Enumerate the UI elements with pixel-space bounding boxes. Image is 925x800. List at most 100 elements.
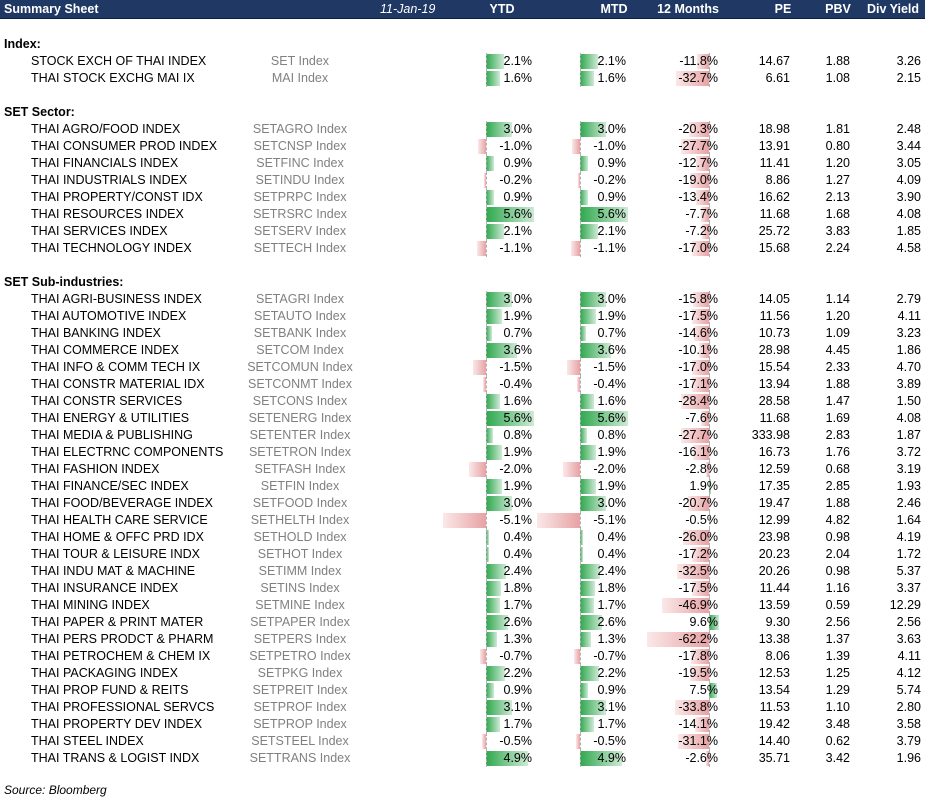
index-name: STOCK EXCH OF THAI INDEX [31,54,207,68]
pbv-value: 4.82 [825,513,850,527]
div-yield-value: 3.23 [896,326,921,340]
index-name: THAI HOME & OFFC PRD IDX [31,530,204,544]
ytd-bar [486,394,500,409]
div-yield-value: 1.85 [896,224,921,238]
ytd-bar [486,581,502,596]
m12-bar [681,428,709,443]
div-yield-value: 3.26 [896,54,921,68]
m12-axis-line [709,172,710,189]
ytd-axis-line [486,393,487,410]
m12-axis-line [709,444,710,461]
mtd-axis-line [580,478,581,495]
mtd-value: 0.4% [597,547,627,561]
ytd-bar [486,428,493,443]
mtd-bar [580,581,596,596]
ytd-axis-line [486,750,487,767]
mtd-axis-line [580,529,581,546]
section-label: Index: [4,37,41,51]
ytd-value: 4.9% [503,751,533,765]
ytd-axis-line [486,546,487,563]
mtd-axis-line [580,308,581,325]
m12-bar [691,581,709,596]
m12-axis-line [709,393,710,410]
12-months-value: -17.0% [678,360,718,374]
mtd-axis-line [580,461,581,478]
table-row: THAI HOME & OFFC PRD IDX SETHOLD Index 0.4… [0,529,925,546]
mtd-value: -1.0% [593,139,626,153]
index-ticker: SETHOLD Index [253,530,347,544]
pbv-value: 1.88 [825,54,850,68]
ytd-value: 1.6% [503,394,533,408]
table-row: THAI SERVICES INDEX SETSERV Index 2.1% 2.1%… [0,223,925,240]
ytd-value: -0.7% [499,649,532,663]
div-yield-value: 4.70 [896,360,921,374]
ytd-bar [486,666,505,681]
index-ticker: SETPROF Index [253,700,347,714]
ytd-value: -0.4% [499,377,532,391]
pbv-value: 1.37 [825,632,850,646]
m12-axis-line [709,597,710,614]
index-name: THAI MINING INDEX [31,598,150,612]
mtd-value: 0.9% [597,190,627,204]
index-ticker: SETHOT Index [257,547,343,561]
mtd-axis-line [580,325,581,342]
table-row: THAI ELECTRNC COMPONENTS SETETRON Index 1.… [0,444,925,461]
index-name: THAI PERS PRODCT & PHARM [31,632,214,646]
ytd-axis-line [486,495,487,512]
index-ticker: SETPETRO Index [249,649,351,663]
pe-value: 28.98 [758,343,790,357]
pbv-value: 1.09 [825,326,850,340]
col-header-ytd: YTD [489,2,515,16]
pe-value: 28.58 [758,394,790,408]
pbv-value: 1.39 [825,649,850,663]
mtd-axis-line [580,189,581,206]
pbv-value: 2.24 [825,241,850,255]
12-months-value: -32.7% [678,71,718,85]
ytd-bar [486,122,512,137]
index-ticker: SETPRPC Index [253,190,347,204]
ytd-value: -1.1% [499,241,532,255]
mtd-axis-line [580,410,581,427]
ytd-axis-line [486,427,487,444]
mtd-value: 0.7% [597,326,627,340]
ytd-bar [486,751,528,766]
mtd-value: 1.9% [597,445,627,459]
index-ticker: SETPERS Index [253,632,347,646]
ytd-bar [486,224,504,239]
12-months-value: -0.5% [685,513,718,527]
mtd-value: -1.5% [593,360,626,374]
index-ticker: SETINDU Index [255,173,345,187]
index-name: THAI ENERGY & UTILITIES [31,411,190,425]
ytd-value: 3.0% [503,496,533,510]
div-yield-value: 4.09 [896,173,921,187]
12-months-value: -27.7% [678,428,718,442]
mtd-bar [580,122,606,137]
mtd-value: 2.1% [597,224,627,238]
ytd-axis-line [486,359,487,376]
mtd-bar [580,666,599,681]
div-yield-value: 3.63 [896,632,921,646]
table-row: THAI RESOURCES INDEX SETRSRC Index 5.6% 5.6… [0,206,925,223]
index-name: THAI PETROCHEM & CHEM IX [31,649,211,663]
div-yield-value: 4.12 [896,666,921,680]
m12-bar [675,700,709,715]
pe-value: 14.40 [758,734,790,748]
index-name: THAI CONSTR SERVICES [31,394,183,408]
mtd-axis-line [580,121,581,138]
index-ticker: SETPKG Index [257,666,343,680]
index-name: THAI INSURANCE INDEX [31,581,179,595]
m12-axis-line [709,682,710,699]
div-yield-value: 2.79 [896,292,921,306]
ytd-axis-line [486,410,487,427]
ytd-value: 2.2% [503,666,533,680]
12-months-value: -17.2% [678,547,718,561]
mtd-bar [570,241,580,256]
table-row: THAI INSURANCE INDEX SETINS Index 1.8% 1.8%… [0,580,925,597]
pbv-value: 1.88 [825,496,850,510]
mtd-bar [580,445,597,460]
index-name: THAI HEALTH CARE SERVICE [31,513,208,527]
pbv-value: 1.16 [825,581,850,595]
m12-bar [709,683,717,698]
mtd-axis-line [580,427,581,444]
mtd-axis-line [580,172,581,189]
